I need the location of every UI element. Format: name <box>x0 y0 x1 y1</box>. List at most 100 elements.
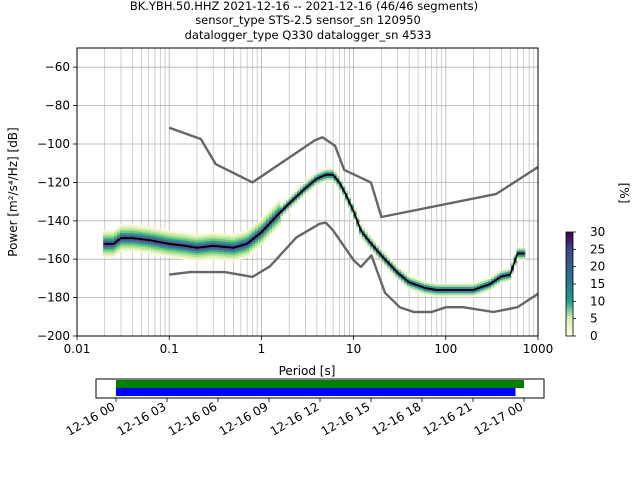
density-cell <box>190 232 194 236</box>
density-cell <box>350 200 354 204</box>
density-cell <box>342 195 346 198</box>
density-cell <box>148 234 152 238</box>
density-cell <box>136 241 141 245</box>
density-cell <box>145 240 149 244</box>
density-cell <box>167 236 172 239</box>
density-cell <box>195 242 200 245</box>
density-cell <box>434 286 439 289</box>
density-cell <box>117 240 121 244</box>
density-cell <box>488 284 492 288</box>
density-cell <box>139 225 143 228</box>
density-cell <box>460 286 464 290</box>
density-cell <box>477 284 481 288</box>
density-cell <box>406 276 411 279</box>
density-cell <box>136 227 141 230</box>
density-cell <box>122 230 127 233</box>
density-cell <box>285 210 290 213</box>
density-cell <box>167 240 172 243</box>
density-cell <box>145 244 149 248</box>
density-cell <box>105 236 110 239</box>
density-cell <box>260 219 264 223</box>
x-axis-label: Period [s] <box>279 364 336 378</box>
density-cell <box>136 231 141 234</box>
density-cell <box>235 251 239 255</box>
density-cell <box>156 232 160 235</box>
density-cell <box>269 231 273 235</box>
density-cell <box>167 251 172 254</box>
density-cell <box>389 267 394 270</box>
density-cell <box>404 282 408 285</box>
density-cell <box>117 232 121 235</box>
density-cell <box>288 194 292 198</box>
density-cell <box>165 235 169 239</box>
density-cell <box>207 234 211 237</box>
density-cell <box>347 196 351 200</box>
density-cell <box>347 205 351 208</box>
density-cell <box>266 230 270 234</box>
density-cell <box>344 201 349 204</box>
colorbar-tick-label: 25 <box>590 242 605 256</box>
density-cell <box>210 253 214 256</box>
density-cell <box>375 247 380 250</box>
density-cell <box>165 231 169 234</box>
density-cell <box>179 239 183 243</box>
density-cell <box>260 236 264 239</box>
density-cell <box>499 273 503 276</box>
density-cell <box>333 169 337 173</box>
density-cell <box>176 235 180 238</box>
density-cell <box>395 268 399 272</box>
density-cell <box>457 282 461 285</box>
density-cell <box>235 256 239 259</box>
density-cell <box>283 202 287 205</box>
density-cell <box>134 247 138 251</box>
density-cell <box>277 225 281 228</box>
density-cell <box>215 247 219 250</box>
density-cell <box>510 262 515 266</box>
density-cell <box>389 258 394 262</box>
density-cell <box>437 290 441 294</box>
density-cell <box>505 267 509 271</box>
density-cell <box>139 240 143 243</box>
density-cell <box>465 284 470 287</box>
density-cell <box>246 233 250 236</box>
density-cell <box>364 238 368 241</box>
density-cell <box>108 229 112 233</box>
density-cell <box>218 255 222 259</box>
density-cell <box>128 228 132 231</box>
density-cell <box>246 229 250 232</box>
density-cell <box>117 251 121 254</box>
density-cell <box>173 241 177 244</box>
density-cell <box>176 250 180 253</box>
density-cell <box>238 248 242 252</box>
y-axis-label: Power [m²/s⁴/Hz] [dB] <box>6 127 20 256</box>
density-cell <box>274 227 278 231</box>
density-cell <box>496 272 501 276</box>
high-noise-model-curve <box>168 126 539 219</box>
density-cell <box>350 209 354 212</box>
density-cell <box>474 283 478 287</box>
density-cell <box>463 290 467 294</box>
density-cell <box>162 245 166 249</box>
density-cell <box>165 254 169 258</box>
density-cell <box>120 245 124 248</box>
density-cell <box>274 221 278 225</box>
density-cell <box>108 244 112 248</box>
density-cell <box>139 229 143 232</box>
density-cell <box>496 281 501 284</box>
density-cell <box>457 286 461 290</box>
density-cell <box>215 242 219 246</box>
density-cell <box>491 287 495 290</box>
density-cell <box>322 170 326 173</box>
density-cell <box>510 271 515 274</box>
density-cell <box>404 271 408 275</box>
density-cell <box>212 242 217 245</box>
density-cell <box>128 249 132 252</box>
density-cell <box>254 237 259 240</box>
density-cell <box>381 262 385 265</box>
density-cell <box>176 233 180 236</box>
density-cell <box>364 231 368 235</box>
density-cell <box>316 170 321 173</box>
density-cell <box>477 291 481 294</box>
density-cell <box>136 243 141 247</box>
density-cell <box>246 235 250 238</box>
